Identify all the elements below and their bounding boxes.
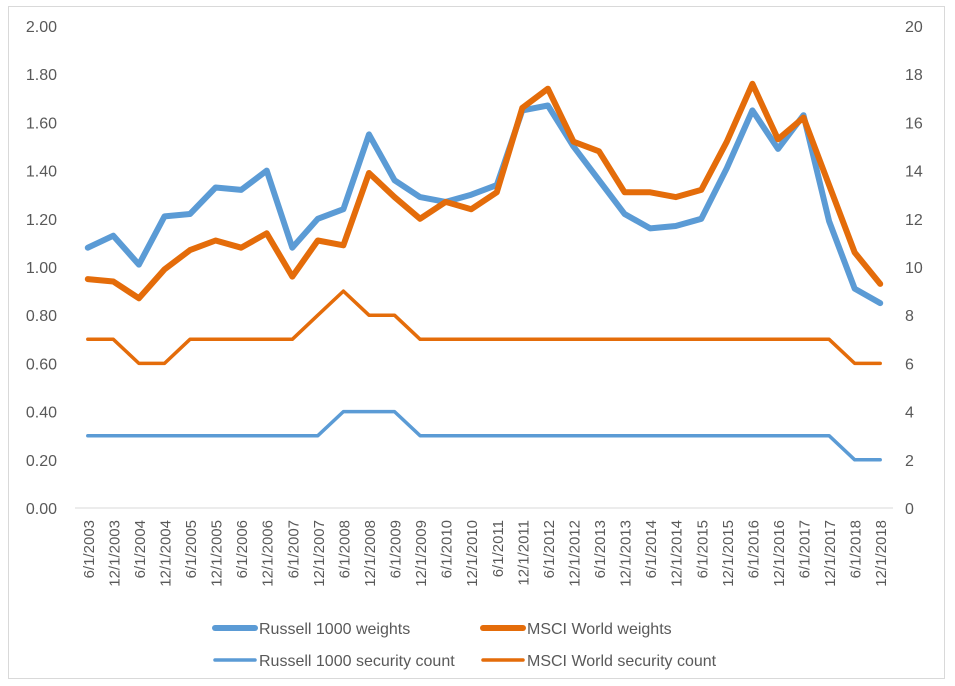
x-tick-label: 6/1/2006 <box>234 520 251 578</box>
y-right-tick-label: 20 <box>905 19 923 36</box>
x-tick-label: 6/1/2007 <box>285 520 302 578</box>
y-left-tick-label: 0.40 <box>26 405 57 422</box>
y-right-tick-label: 18 <box>905 67 923 84</box>
series-line-msci-world-weights <box>84 80 884 302</box>
series-line-msci-world-security-count <box>86 289 882 366</box>
x-tick-label: 12/1/2015 <box>720 520 737 587</box>
y-left-tick-label: 0.60 <box>26 356 57 373</box>
y-left-tick-label: 1.00 <box>26 260 57 277</box>
y-right-tick-label: 16 <box>905 115 923 132</box>
y-left-tick-label: 0.80 <box>26 308 57 325</box>
x-tick-label: 6/1/2018 <box>848 520 865 578</box>
y-right-tick-label: 0 <box>905 501 914 518</box>
y-right-tick-label: 10 <box>905 260 923 277</box>
x-tick-label: 12/1/2016 <box>771 520 788 587</box>
x-tick-label: 12/1/2006 <box>260 520 277 587</box>
legend: Russell 1000 weights MSCI World weights Ru… <box>212 621 717 670</box>
x-tick-label: 12/1/2005 <box>209 520 226 587</box>
x-tick-label: 12/1/2004 <box>157 520 174 587</box>
x-tick-label: 6/1/2009 <box>388 520 405 578</box>
y-right-tick-label: 14 <box>905 164 923 181</box>
x-tick-label: 12/1/2011 <box>515 520 532 586</box>
x-tick-label: 12/1/2017 <box>822 520 839 587</box>
y-left-tick-label: 2.00 <box>26 19 57 36</box>
y-right-tick-label: 12 <box>905 212 923 229</box>
y-left-tick-label: 0.20 <box>26 453 57 470</box>
x-tick-label: 12/1/2007 <box>311 520 328 587</box>
x-tick-label: 12/1/2012 <box>566 520 583 587</box>
y-left-tick-label: 0.00 <box>26 501 57 518</box>
x-tick-label: 12/1/2009 <box>413 520 430 587</box>
x-tick-label: 6/1/2011 <box>490 520 507 577</box>
x-tick-label: 6/1/2017 <box>797 520 814 578</box>
x-tick-label: 12/1/2013 <box>618 520 635 587</box>
y-left-tick-label: 1.80 <box>26 67 57 84</box>
x-tick-label: 12/1/2018 <box>873 520 890 587</box>
series-layer <box>84 80 884 462</box>
x-tick-label: 12/1/2008 <box>362 520 379 587</box>
y-left-tick-label: 1.20 <box>26 212 57 229</box>
x-tick-label: 6/1/2010 <box>439 520 456 578</box>
legend-label: Russell 1000 weights <box>259 621 410 638</box>
y-left-tick-label: 1.40 <box>26 164 57 181</box>
y-right-tick-label: 4 <box>905 405 914 422</box>
x-tick-label: 6/1/2008 <box>336 520 353 578</box>
x-tick-label: 6/1/2003 <box>81 520 98 578</box>
series-line-russell-1000-security-count <box>86 409 882 462</box>
chart-frame <box>8 6 945 679</box>
x-tick-label: 6/1/2012 <box>541 520 558 578</box>
y-right-tick-label: 8 <box>905 308 914 325</box>
x-tick-label: 6/1/2013 <box>592 520 609 578</box>
x-tick-label: 12/1/2010 <box>464 520 481 587</box>
x-tick-label: 6/1/2005 <box>183 520 200 578</box>
x-tick-label: 12/1/2003 <box>106 520 123 587</box>
y-right-tick-label: 6 <box>905 356 914 373</box>
y-left-tick-label: 1.60 <box>26 115 57 132</box>
legend-label: MSCI World security count <box>527 653 717 670</box>
x-tick-label: 6/1/2004 <box>132 520 149 578</box>
axes: 0.00 0.20 0.40 0.60 0.80 1.00 1.20 1.40 1.60 1.80… <box>26 19 923 587</box>
y-right-tick-label: 2 <box>905 453 914 470</box>
series-line-russell-1000-weights <box>84 102 884 307</box>
legend-label: MSCI World weights <box>527 621 672 638</box>
x-tick-label: 6/1/2015 <box>694 520 711 578</box>
x-tick-label: 6/1/2014 <box>643 520 660 578</box>
x-tick-label: 6/1/2016 <box>745 520 762 578</box>
x-tick-label: 12/1/2014 <box>669 520 686 587</box>
legend-label: Russell 1000 security count <box>259 653 455 670</box>
